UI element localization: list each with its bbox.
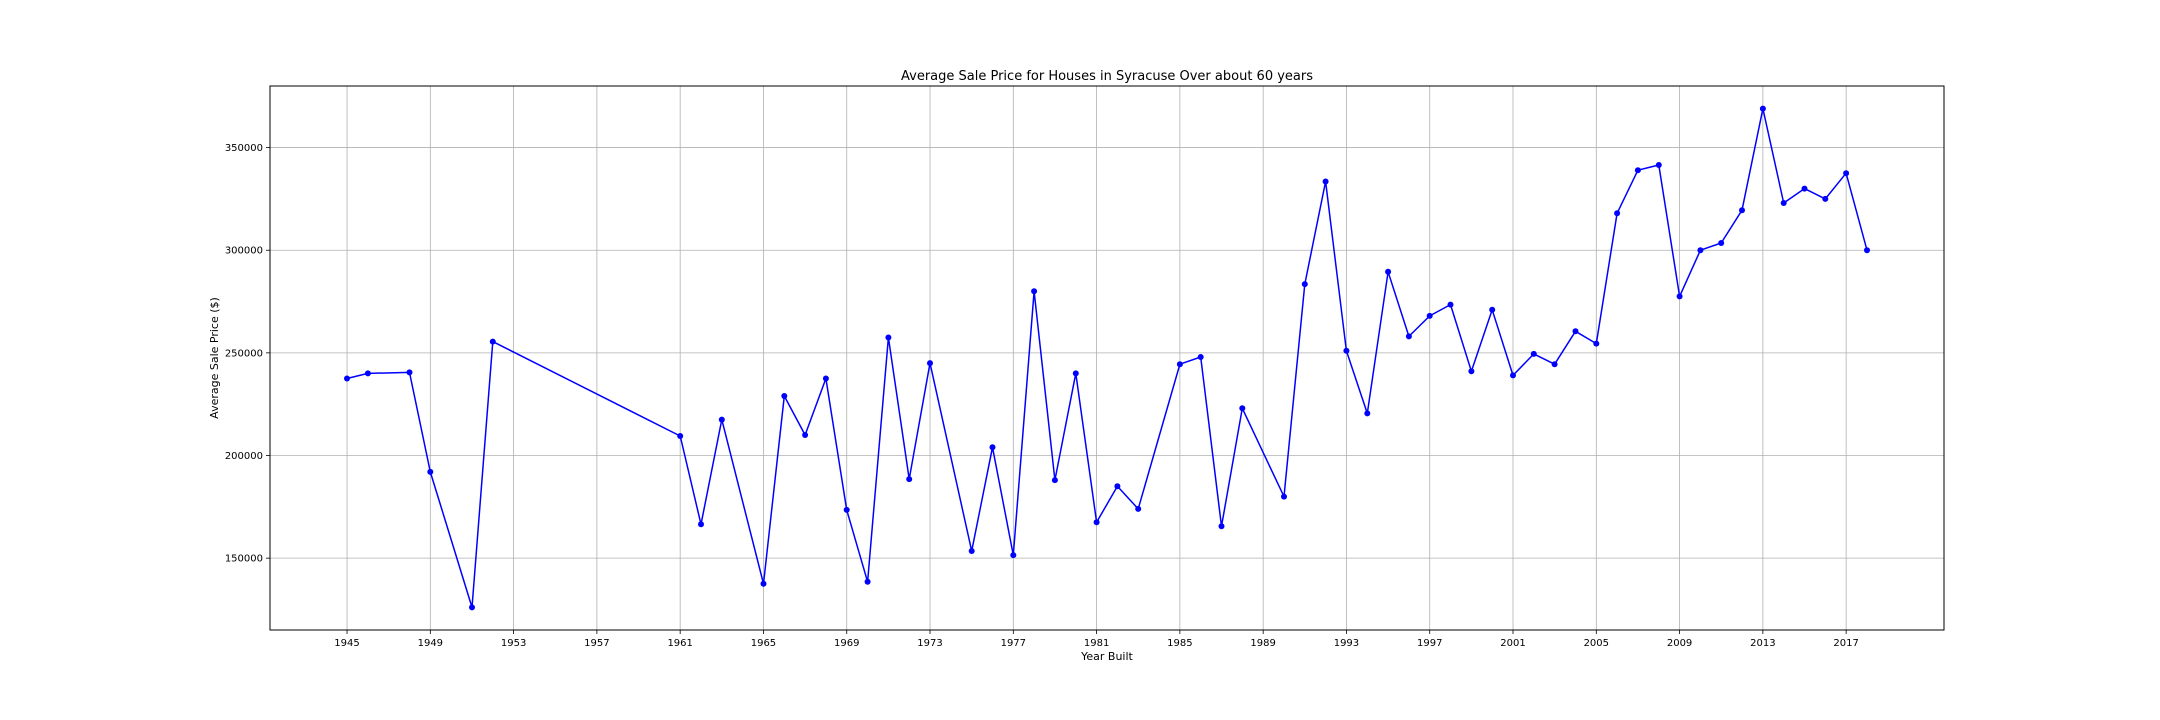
data-point (989, 444, 996, 451)
data-point (406, 369, 413, 376)
data-point (1634, 167, 1641, 174)
x-tick-label: 1973 (917, 638, 942, 649)
series-layer (346, 107, 1868, 609)
data-point (885, 334, 892, 341)
data-point (1197, 354, 1204, 360)
data-point (927, 360, 933, 367)
x-tick-label: 1945 (334, 638, 359, 649)
data-point (1801, 185, 1808, 192)
data-point (1572, 328, 1579, 335)
x-axis-ticks: 1945 1949 1953 1957 1961 1965 1969 1973 1977 1981… (334, 630, 1859, 649)
y-tick-label: 350000 (225, 143, 263, 154)
data-point (718, 416, 725, 423)
data-point (469, 604, 475, 611)
data-points (344, 105, 1870, 611)
data-point (1405, 333, 1412, 340)
x-tick-label: 1993 (1334, 638, 1359, 649)
x-tick-label: 1997 (1417, 638, 1442, 649)
data-point (427, 468, 434, 475)
data-point (1031, 288, 1038, 295)
data-point (1093, 519, 1100, 526)
y-axis-ticks: 150000 200000 250000 300000 350000 (225, 143, 270, 565)
chart-title: Average Sale Price for Houses in Syracus… (901, 69, 1313, 84)
data-point (843, 506, 850, 513)
data-point (1114, 483, 1121, 490)
data-point (968, 548, 975, 554)
data-point (1239, 405, 1246, 412)
x-axis-title: Year Built (1080, 650, 1133, 663)
x-tick-label: 1985 (1167, 638, 1192, 649)
data-point (1864, 247, 1870, 254)
x-tick-label: 2009 (1667, 638, 1692, 649)
data-point (1051, 477, 1058, 484)
x-tick-label: 2013 (1750, 638, 1775, 649)
data-point (1530, 350, 1537, 357)
plot-frame (269, 85, 1945, 631)
data-point (1426, 312, 1433, 319)
x-tick-label: 1957 (584, 638, 609, 649)
data-point (1614, 210, 1621, 217)
data-point (1135, 505, 1142, 512)
x-tick-label: 2005 (1584, 638, 1609, 649)
data-point (760, 580, 767, 587)
x-tick-label: 1989 (1250, 638, 1275, 649)
grid-lines (270, 86, 1944, 630)
data-point (1176, 361, 1183, 368)
data-point (1593, 340, 1600, 347)
data-point (1489, 306, 1496, 313)
data-point (1343, 347, 1350, 354)
y-tick-label: 200000 (225, 451, 263, 462)
data-point (364, 370, 371, 377)
x-tick-label: 2017 (1833, 638, 1858, 649)
data-point (781, 393, 788, 399)
data-point (1364, 410, 1371, 417)
x-tick-label: 1953 (501, 638, 526, 649)
data-point (677, 433, 684, 439)
y-tick-label: 150000 (225, 554, 263, 565)
data-point (1843, 170, 1850, 177)
y-tick-label: 300000 (225, 246, 263, 257)
x-tick-label: 1977 (1001, 638, 1026, 649)
data-point (344, 375, 350, 382)
y-tick-label: 250000 (225, 348, 263, 359)
data-point (1759, 105, 1766, 112)
data-point (802, 432, 809, 438)
data-point (1676, 293, 1683, 300)
data-point (1281, 493, 1287, 500)
x-tick-label: 1981 (1084, 638, 1109, 649)
x-tick-label: 1949 (418, 638, 443, 649)
x-tick-label: 2001 (1500, 638, 1525, 649)
data-point (1739, 207, 1745, 214)
data-point (1385, 268, 1392, 275)
data-point (1447, 301, 1454, 308)
data-point (698, 521, 704, 528)
data-point (1301, 281, 1308, 288)
data-point (1718, 240, 1725, 246)
data-point (1218, 523, 1225, 530)
data-point (1780, 200, 1787, 206)
x-tick-label: 1965 (751, 638, 776, 649)
data-point (1822, 195, 1829, 202)
data-point (1551, 361, 1558, 368)
y-axis-title: Average Sale Price ($) (208, 297, 221, 419)
data-point (1010, 552, 1017, 559)
series-line (346, 107, 1868, 609)
data-point (1322, 178, 1329, 185)
data-point (1072, 370, 1079, 377)
data-point (1697, 247, 1704, 254)
x-tick-label: 1961 (667, 638, 692, 649)
data-point (1655, 162, 1662, 168)
data-point (1468, 368, 1475, 375)
data-point (906, 476, 913, 483)
data-point (1510, 372, 1516, 379)
data-point (822, 375, 829, 382)
data-point (489, 338, 496, 345)
x-tick-label: 1969 (834, 638, 859, 649)
data-point (864, 578, 871, 585)
